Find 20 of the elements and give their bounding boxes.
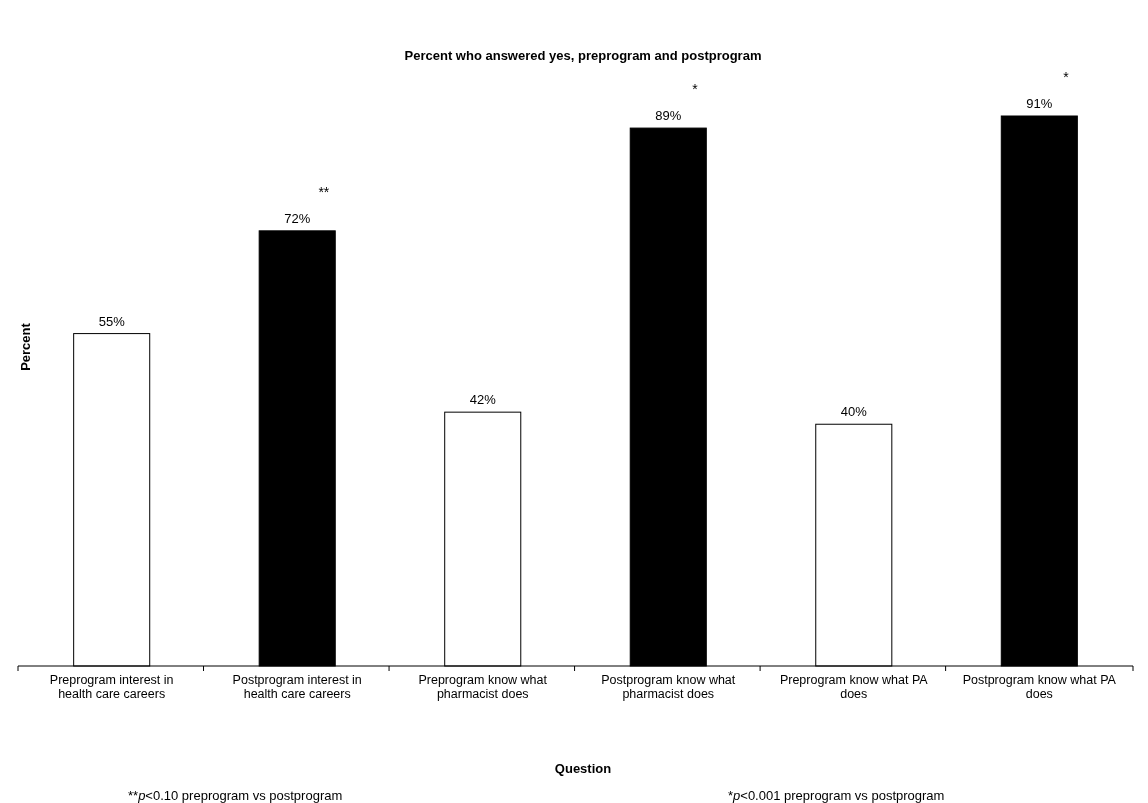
chart-title: Percent who answered yes, preprogram and postprogram bbox=[404, 48, 762, 63]
annotation: ** bbox=[318, 183, 330, 200]
x-tick-label: Preprogram know what pharmacist does bbox=[418, 673, 548, 701]
y-axis-title: Percent bbox=[18, 322, 33, 371]
x-tick-label: Preprogram know what PA does bbox=[779, 673, 929, 701]
x-tick-label: Postprogram know what pharmacist does bbox=[601, 673, 736, 701]
text: *p<0.001 preprogram vs postprogram bbox=[728, 788, 945, 803]
text: **p<0.10 preprogram vs postprogram bbox=[128, 788, 343, 803]
data-label: 55% bbox=[98, 313, 126, 329]
x-tick-label: Preprogram interest in health care careers bbox=[49, 673, 174, 701]
data-label: 42% bbox=[469, 392, 497, 408]
data-label: 40% bbox=[840, 404, 868, 420]
data-label: 89% bbox=[655, 108, 682, 124]
data-label: 91% bbox=[1026, 96, 1053, 111]
x-tick-label: Postprogram know what PA does bbox=[962, 673, 1117, 701]
x-tick-label: Postprogram interest in health care careers bbox=[232, 673, 362, 701]
data-label: 72% bbox=[284, 210, 311, 226]
x-axis-title: Question bbox=[554, 761, 612, 776]
annotation: * bbox=[692, 81, 699, 98]
annotation: * bbox=[1063, 69, 1070, 85]
